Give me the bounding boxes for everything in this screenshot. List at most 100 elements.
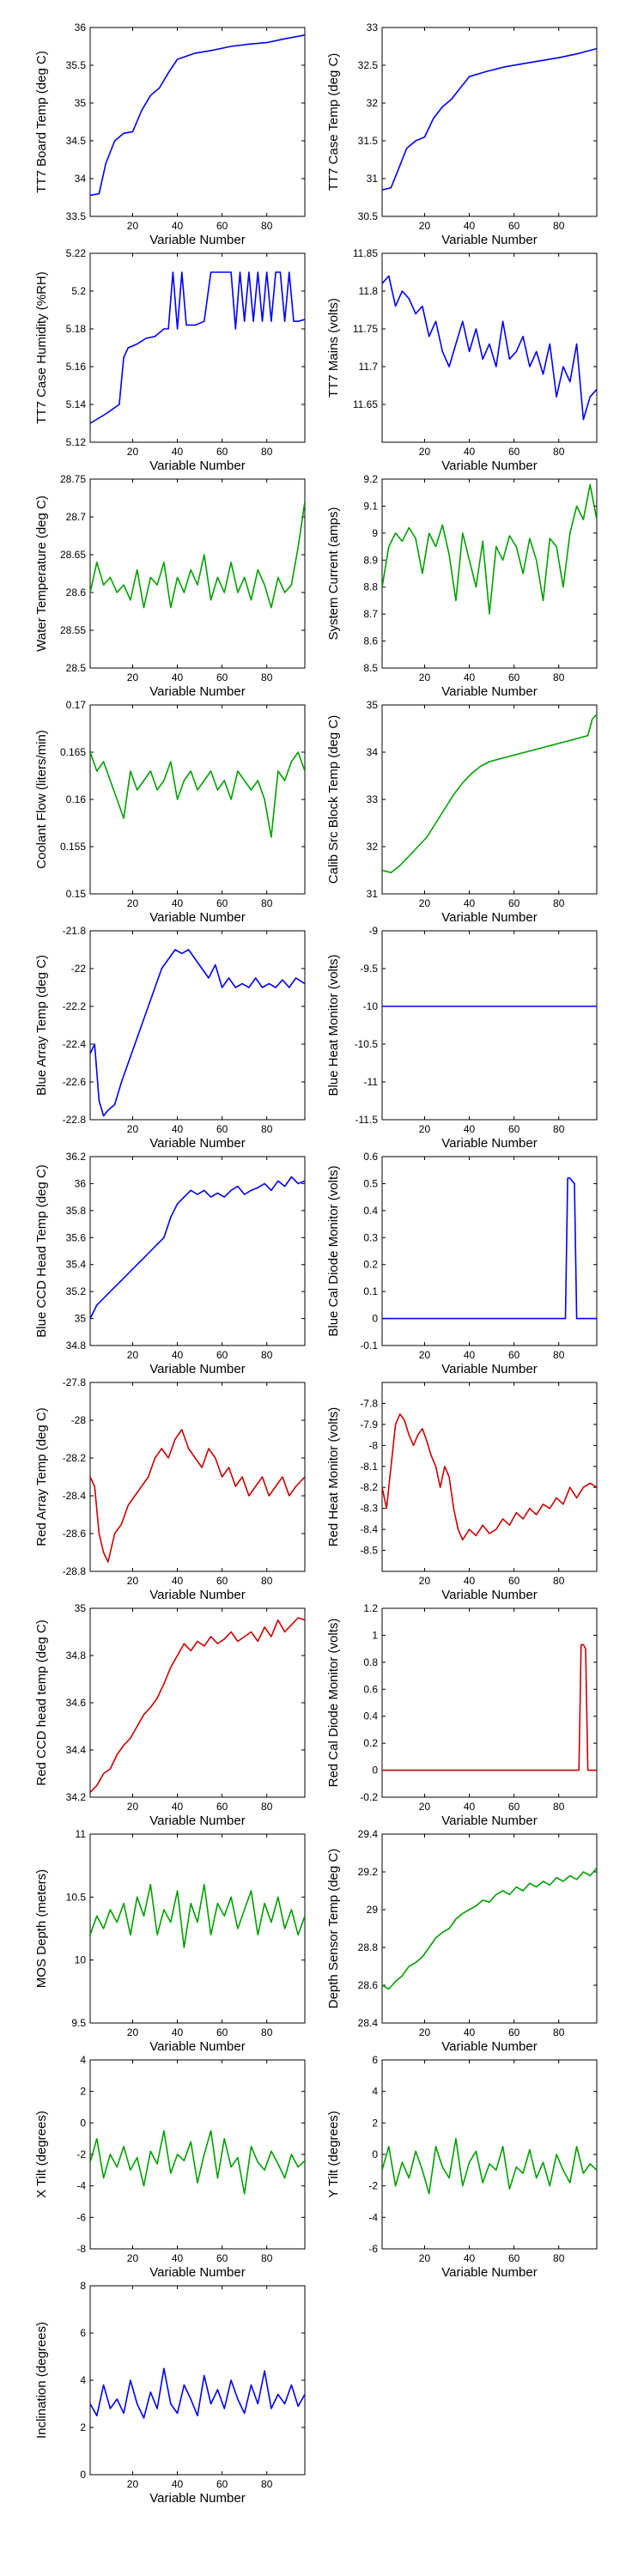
chart-panel: 20 40 60 80 30.5 31 31.5 32 32.5 33 Variable Numbe… bbox=[326, 21, 598, 247]
data-series-line bbox=[382, 2137, 597, 2195]
data-series-line bbox=[90, 751, 305, 838]
y-axis-label: Y Tilt (degrees) bbox=[326, 2111, 341, 2197]
y-tick-label: 11.85 bbox=[353, 247, 378, 259]
plot-frame bbox=[381, 704, 598, 895]
y-tick-label: 33 bbox=[367, 21, 379, 33]
x-tick-label: 60 bbox=[216, 671, 228, 683]
y-tick-label: 34 bbox=[75, 173, 87, 185]
y-tick-label: 29 bbox=[367, 1904, 379, 1916]
x-tick-label: 60 bbox=[508, 1801, 520, 1813]
x-tick-label: 60 bbox=[216, 1349, 228, 1361]
y-tick-label: -22.8 bbox=[63, 1114, 87, 1126]
x-tick-label: 80 bbox=[261, 220, 273, 232]
x-tick-label: 60 bbox=[216, 1123, 228, 1135]
y-tick-label: 6 bbox=[372, 2054, 378, 2066]
x-tick-label: 80 bbox=[553, 1123, 565, 1135]
x-tick-label: 60 bbox=[508, 446, 520, 458]
data-series-line bbox=[382, 1413, 597, 1541]
y-tick-label: -8.4 bbox=[360, 1523, 378, 1535]
data-series-line bbox=[90, 1883, 305, 1948]
x-tick-label: 60 bbox=[508, 671, 520, 683]
x-axis-label: Variable Number bbox=[441, 910, 537, 925]
data-series-line bbox=[382, 1868, 597, 1990]
y-tick-label: 0.8 bbox=[363, 1656, 378, 1668]
x-tick-label: 80 bbox=[261, 671, 273, 683]
y-tick-label: 32 bbox=[367, 841, 379, 853]
data-series-line bbox=[90, 271, 305, 424]
x-axis-label: Variable Number bbox=[441, 1814, 537, 1828]
x-tick-label: 20 bbox=[419, 1801, 431, 1813]
y-tick-label: 35.6 bbox=[66, 1231, 87, 1243]
y-tick-label: -28 bbox=[71, 1414, 87, 1426]
data-series-line bbox=[382, 47, 597, 191]
y-tick-label: 11 bbox=[76, 1828, 87, 1840]
y-tick-label: 0.6 bbox=[363, 1151, 378, 1163]
data-series-line bbox=[382, 483, 597, 615]
y-tick-label: -22.2 bbox=[63, 1000, 87, 1012]
y-tick-label: 9 bbox=[372, 527, 378, 539]
x-axis-label: Variable Number bbox=[441, 2265, 537, 2280]
x-tick-label: 20 bbox=[127, 671, 139, 683]
x-tick-label: 20 bbox=[419, 1123, 431, 1135]
x-tick-label: 40 bbox=[172, 1123, 184, 1135]
y-tick-label: 0 bbox=[372, 2148, 378, 2160]
x-tick-label: 20 bbox=[419, 1575, 431, 1587]
y-axis-label: MOS Depth (meters) bbox=[34, 1869, 49, 1988]
x-tick-label: 60 bbox=[216, 2026, 228, 2038]
y-tick-label: 0.2 bbox=[363, 1737, 378, 1749]
y-tick-label: 0 bbox=[80, 2469, 86, 2481]
y-tick-label: 5.22 bbox=[66, 247, 87, 259]
plot-frame bbox=[381, 1607, 598, 1798]
chart-panel: 20 40 60 80 34.2 34.4 34.6 34.8 35 Variable Numbe… bbox=[34, 1602, 306, 1828]
y-tick-label: -21.8 bbox=[63, 925, 87, 937]
y-tick-label: 4 bbox=[372, 2086, 378, 2098]
x-tick-label: 40 bbox=[172, 220, 184, 232]
y-axis-label: System Current (amps) bbox=[326, 507, 341, 640]
y-tick-label: -7.9 bbox=[360, 1419, 378, 1431]
y-tick-label: -0.1 bbox=[360, 1340, 378, 1352]
y-tick-label: 32.5 bbox=[358, 59, 379, 71]
x-tick-label: 60 bbox=[216, 2478, 228, 2490]
x-tick-label: 20 bbox=[419, 671, 431, 683]
x-tick-label: 80 bbox=[261, 2026, 273, 2038]
y-axis-label: TT7 Case Temp (deg C) bbox=[326, 53, 341, 191]
x-tick-label: 20 bbox=[127, 1349, 139, 1361]
chart-panel: 20 40 60 80 -11.5 -11 -10.5 -10 -9.5 -9 Variable N… bbox=[326, 925, 598, 1151]
y-tick-label: 0.4 bbox=[363, 1710, 378, 1722]
x-tick-label: 40 bbox=[172, 1801, 184, 1813]
x-tick-label: 80 bbox=[553, 220, 565, 232]
y-tick-label: 34.8 bbox=[66, 1340, 87, 1352]
y-axis-label: Red CCD head temp (deg C) bbox=[34, 1619, 49, 1785]
y-tick-label: -8.1 bbox=[360, 1461, 378, 1473]
chart-panel: 20 40 60 80 28.5 28.55 28.6 28.65 28.7 28.75 Varia… bbox=[34, 473, 306, 699]
data-series-line bbox=[382, 1643, 597, 1771]
plot-frame bbox=[381, 27, 598, 217]
x-axis-label: Variable Number bbox=[441, 233, 537, 247]
y-tick-label: 31 bbox=[367, 173, 379, 185]
chart-panel: 20 40 60 80 11.65 11.7 11.75 11.8 11.85 Variable … bbox=[326, 247, 598, 473]
chart-panel: 20 40 60 80 -28.8 -28.6 -28.4 -28.2 -28 -27.8 Vari… bbox=[34, 1376, 306, 1602]
x-axis-label: Variable Number bbox=[441, 2039, 537, 2054]
x-tick-label: 60 bbox=[508, 1123, 520, 1135]
x-tick-label: 60 bbox=[508, 1349, 520, 1361]
chart-panel: 20 40 60 80 33.5 34 34.5 35 35.5 36 Variable Numbe… bbox=[34, 21, 306, 247]
x-tick-label: 60 bbox=[508, 897, 520, 909]
y-tick-label: -28.4 bbox=[63, 1490, 87, 1502]
y-tick-label: 33.5 bbox=[66, 210, 87, 222]
y-tick-label: 5.16 bbox=[66, 361, 87, 373]
y-tick-label: 35 bbox=[75, 1602, 87, 1614]
y-tick-label: 0.165 bbox=[60, 746, 86, 758]
x-tick-label: 80 bbox=[261, 446, 273, 458]
y-tick-label: -10.5 bbox=[355, 1038, 379, 1050]
y-tick-label: 31.5 bbox=[358, 135, 379, 147]
x-tick-label: 80 bbox=[261, 2252, 273, 2264]
y-axis-label: Depth Sensor Temp (deg C) bbox=[326, 1849, 341, 2008]
x-tick-label: 20 bbox=[419, 1349, 431, 1361]
data-series-line bbox=[382, 1177, 597, 1320]
x-tick-label: 60 bbox=[508, 1575, 520, 1587]
y-tick-label: 0.2 bbox=[363, 1259, 378, 1271]
x-tick-label: 60 bbox=[216, 1575, 228, 1587]
plot-frame bbox=[89, 2285, 306, 2476]
y-tick-label: 34.2 bbox=[66, 1791, 87, 1803]
y-tick-label: 0.6 bbox=[363, 1683, 378, 1695]
